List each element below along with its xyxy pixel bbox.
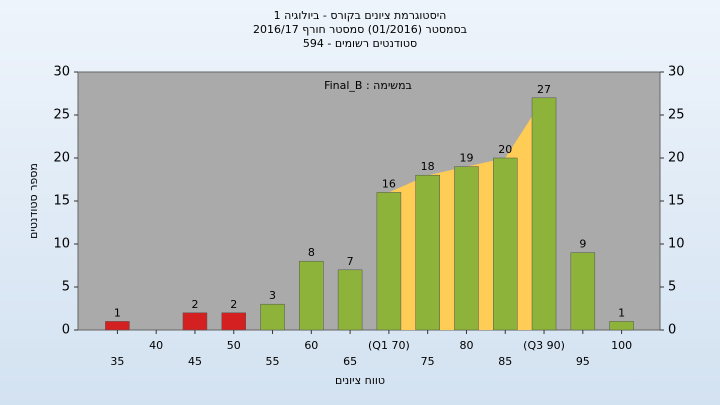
x-tick-label: 100 (611, 339, 632, 352)
value-label: 2 (230, 298, 237, 311)
x-tick-label: 65 (343, 355, 357, 368)
bar (299, 260, 324, 331)
value-label: 9 (579, 238, 586, 251)
annotation: במשימה : Final_B (324, 79, 412, 92)
x-tick-label: 50 (227, 339, 241, 352)
value-label: 20 (498, 143, 512, 156)
y-tick-label: 15 (53, 194, 70, 209)
y-axis-label: מספר סטודנטים (27, 163, 40, 239)
value-label: 7 (347, 255, 354, 268)
y2-tick-label: 10 (668, 237, 685, 252)
value-label: 1 (618, 306, 625, 319)
x-tick-label: 95 (576, 355, 590, 368)
value-label: 1 (114, 306, 121, 319)
plot-area (77, 71, 661, 331)
value-label: 8 (308, 246, 315, 259)
bar (376, 192, 402, 331)
bar (570, 252, 596, 331)
value-label: 3 (269, 289, 276, 302)
x-tick-label: 75 (421, 355, 435, 368)
x-tick-label: 35 (110, 355, 124, 368)
value-label: 19 (459, 152, 473, 165)
value-label: 27 (537, 83, 551, 96)
y2-tick-label: 20 (668, 151, 685, 166)
bar (454, 166, 479, 331)
chart-subtitle: סטודנטים רשומים - 594 (303, 37, 417, 50)
chart-title: היסטוגרמת ציונים בקורס - ביולוגיה 1 (274, 9, 447, 22)
bar (337, 269, 363, 331)
bar (260, 303, 285, 331)
bar (182, 312, 208, 331)
chart-subtitle: בסמסטר (01/2016) סמסטר חורף 2016/17 (253, 23, 467, 36)
y-tick-label: 20 (53, 151, 70, 166)
bar (531, 97, 557, 331)
x-tick-label: 85 (498, 355, 512, 368)
bar (609, 321, 634, 331)
value-label: 18 (421, 160, 435, 173)
x-tick-label: 45 (188, 355, 202, 368)
bar (415, 174, 440, 331)
value-label: 16 (382, 177, 396, 190)
y-tick-label: 0 (62, 323, 70, 338)
y2-tick-label: 5 (668, 280, 676, 295)
y2-tick-label: 15 (668, 194, 685, 209)
y2-tick-label: 0 (668, 323, 676, 338)
x-tick-label: (Q1 70) (368, 339, 410, 352)
y-tick-label: 10 (53, 237, 70, 252)
x-tick-label: 60 (304, 339, 318, 352)
bar (493, 157, 518, 331)
x-tick-label: 40 (149, 339, 163, 352)
bar (105, 321, 130, 331)
y-tick-label: 30 (53, 65, 70, 80)
y-tick-label: 25 (53, 108, 70, 123)
y-tick-label: 5 (62, 280, 70, 295)
x-tick-label: (Q3 90) (523, 339, 565, 352)
bar (221, 312, 246, 331)
y2-tick-label: 30 (668, 65, 685, 80)
x-tick-label: 80 (459, 339, 473, 352)
x-tick-label: 55 (266, 355, 280, 368)
value-label: 2 (191, 298, 198, 311)
x-axis-label: טווח ציונים (335, 374, 385, 387)
y2-tick-label: 25 (668, 108, 685, 123)
